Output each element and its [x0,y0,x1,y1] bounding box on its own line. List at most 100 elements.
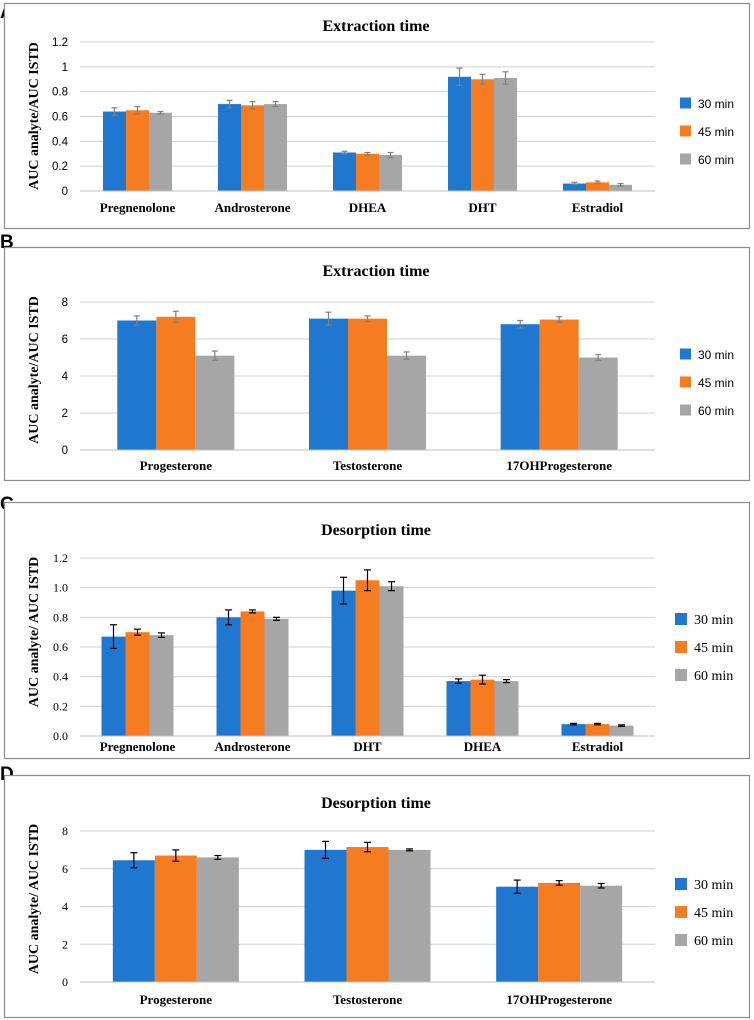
chart-d-y-ticks: 0 2 4 6 8 [62,824,68,989]
chart-d-error-bar [322,840,329,859]
chart-a-legend-item: 30 min [680,97,734,111]
chart-b-y-tick-label: 4 [62,371,69,383]
legend-swatch [675,613,687,625]
chart-a-bar [563,183,586,191]
chart-c-y-ticks: 0.0 0.2 0.4 0.6 0.8 1.0 1.2 [53,551,68,743]
chart-c-legend: 30 min 45 min 60 min [675,613,733,684]
legend-swatch [680,404,691,416]
chart-d-error-bar [513,879,521,894]
chart-a-error-bar [134,105,141,115]
chart-d-error-bar [214,854,222,860]
chart-c-legend-item: 60 min [675,669,733,684]
chart-c-bar [494,681,519,736]
chart-a-error-bar [157,110,164,115]
chart-d-legend-item: 45 min [675,906,733,921]
legend-label: 60 min [698,153,734,167]
chart-c-bar [149,635,174,736]
chart-b-bars [117,316,618,450]
chart-a-error-bar [341,150,348,155]
chart-b-bar [387,355,426,450]
chart-b-error-bar [211,350,218,361]
chart-c-error-bar [340,576,347,605]
legend-label: 60 min [694,934,733,949]
chart-b-bar [195,355,235,450]
legend-label: 30 min [698,97,734,111]
chart-a-error-bar [249,100,256,110]
chart-c-bar [240,611,265,736]
chart-d-bar [496,886,539,982]
chart-a-extraction-time-steroids: 0 0.2 0.4 0.6 0.8 1 1.2 Pregnenolone Androstero… [3,2,751,230]
legend-label: 45 min [698,125,734,139]
chart-c-error-bar [273,616,280,621]
chart-b-bar [309,318,348,450]
chart-d-y-tick-label: 2 [62,937,68,951]
chart-a-bar [448,76,471,191]
chart-b-error-bar [325,311,332,326]
legend-swatch [680,348,691,360]
chart-d-bar [580,885,623,982]
chart-d-error-bar [172,849,180,862]
chart-d-desorption-time-progestins: 0 2 4 6 8 Progesterone Testosterone 17OHProges… [3,774,751,1019]
chart-a-legend-item: 45 min [680,125,734,139]
chart-b-y-tick-label: 6 [62,334,68,346]
chart-c-error-bar [158,632,165,638]
chart-d-y-axis-label: AUC analyte/ AUC ISTD [27,824,42,975]
chart-a-category-label: Pregnenolone [100,200,176,215]
chart-d-legend: 30 min 45 min 60 min [675,878,733,949]
chart-c-y-tick-label: 1.0 [53,581,68,595]
legend-swatch [675,934,687,946]
legend-label: 45 min [698,376,734,390]
chart-a-bar [471,79,494,191]
chart-a-legend: 30 min 45 min 60 min [680,97,734,167]
legend-swatch [675,906,687,918]
chart-c-bar [216,617,241,736]
chart-a-bar [126,110,149,191]
chart-c-error-bar [455,678,462,684]
chart-c-category-label: DHEA [464,739,502,754]
chart-c-y-axis-label: AUC analyte/ AUC ISTD [27,557,42,708]
chart-a-error-bar [387,151,394,159]
chart-b-category-label: Progesterone [140,458,213,473]
chart-a-category-label: Androsterone [214,200,290,215]
legend-label: 45 min [694,906,733,921]
chart-c-error-bar [225,609,232,626]
chart-a-y-tick-label: 0 [62,186,68,198]
chart-c-y-tick-label: 0.8 [53,610,68,624]
chart-d-category-label: 17OHProgesterone [506,992,612,1007]
chart-b-category-label: Testosterone [333,458,403,473]
chart-b-legend-item: 45 min [680,376,734,390]
chart-c-legend-item: 30 min [675,613,733,628]
chart-d-category-label: Progesterone [140,992,213,1007]
chart-c-y-tick-label: 0.0 [53,729,68,743]
chart-c-error-bar [594,722,601,726]
chart-a-y-ticks: 0 0.2 0.4 0.6 0.8 1 1.2 [52,37,69,198]
chart-c-bars [101,580,634,736]
chart-c-error-bar [618,724,625,727]
chart-c-bar [264,618,289,736]
chart-a-title: Extraction time [322,18,429,35]
chart-c-bar [355,580,380,736]
chart-d-legend-item: 30 min [675,878,733,893]
legend-label: 30 min [698,348,734,362]
chart-d-category-label: Testosterone [333,992,403,1007]
chart-d-y-tick-label: 0 [62,975,68,989]
chart-a-bar [103,111,126,191]
chart-b-y-tick-label: 0 [62,445,68,457]
chart-c-error-bar [364,569,371,592]
chart-b-error-bar [517,319,524,329]
chart-a-bar [379,154,402,191]
chart-d-y-tick-label: 6 [62,862,68,876]
chart-c-title: Desorption time [321,522,431,539]
chart-a-bar [356,153,379,191]
chart-a-error-bar [594,180,601,185]
chart-b-error-bar [556,316,563,323]
chart-b-legend-item: 60 min [680,404,734,418]
chart-c-bar [609,725,634,736]
chart-d-legend-item: 60 min [675,934,733,949]
chart-d-title: Desorption time [321,795,431,812]
chart-a-y-tick-label: 0.4 [52,136,69,148]
chart-a-y-tick-label: 1.2 [52,37,68,49]
legend-label: 30 min [694,613,733,628]
chart-b-error-bar [364,315,371,323]
chart-b-bar [156,316,196,450]
